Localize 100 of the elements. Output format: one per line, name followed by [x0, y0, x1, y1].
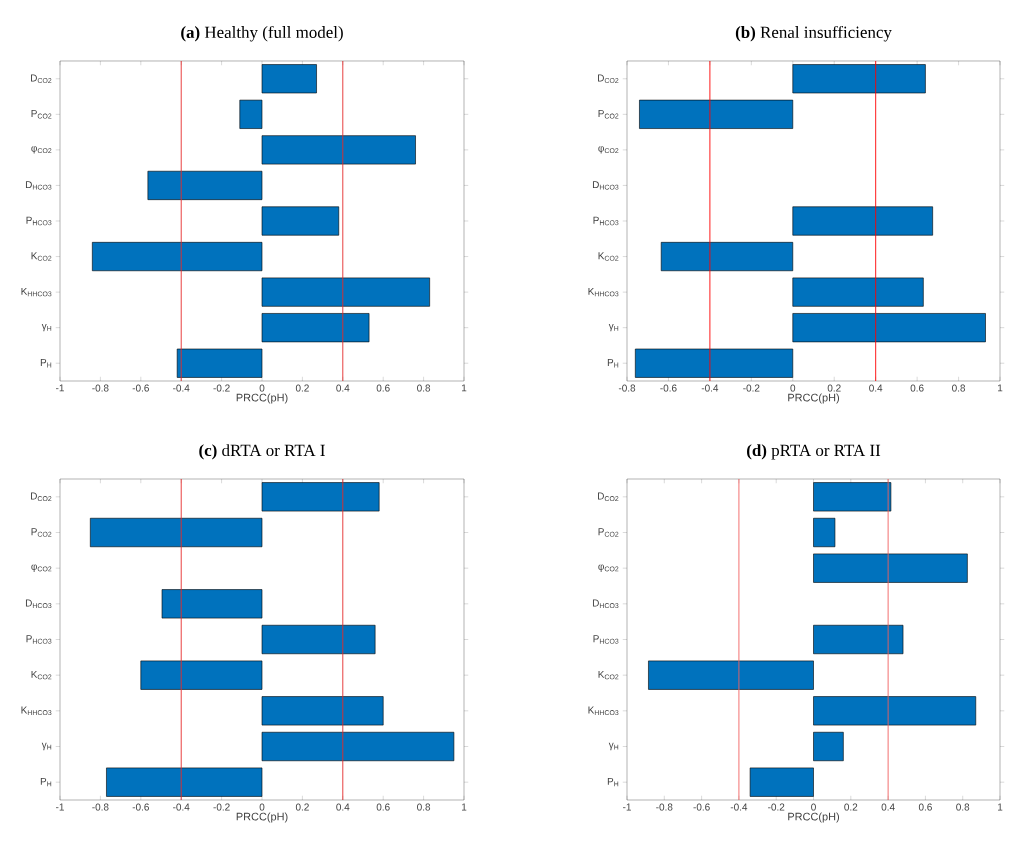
x-tick-label: -0.2	[213, 384, 230, 392]
y-tick-label: P$_{HCO3}$	[593, 216, 619, 226]
x-tick-label: -0.6	[132, 803, 149, 811]
y-tick-label: γ$_{H}$	[41, 742, 52, 751]
y-tick-label: K$_{CO2}$	[31, 670, 52, 680]
bar	[639, 99, 794, 129]
x-tick-label: -0.6	[693, 803, 710, 811]
bar	[792, 277, 924, 307]
bar	[261, 277, 430, 307]
y-tick-label: K$_{CO2}$	[598, 670, 619, 680]
bar	[648, 660, 814, 690]
bar	[813, 731, 844, 762]
x-tick-label: -0.2	[213, 803, 230, 811]
y-tick-label: P$_{CO2}$	[598, 528, 619, 537]
x-tick-label: 1	[462, 384, 467, 392]
x-tick-label: -1	[623, 803, 631, 811]
bar	[92, 242, 263, 272]
x-tick-label: -0.4	[701, 384, 719, 392]
bar	[813, 624, 904, 655]
bar	[147, 170, 263, 200]
y-tick-label: P$_{HCO3}$	[593, 635, 619, 644]
y-tick-label: D$_{CO2}$	[598, 74, 619, 83]
x-tick-label: -0.8	[92, 384, 109, 392]
x-tick-label: 0.8	[952, 384, 966, 392]
y-tick-label: P$_{HCO3}$	[26, 635, 52, 644]
y-tick-label: D$_{HCO3}$	[25, 599, 52, 609]
bar	[261, 696, 384, 726]
bar	[261, 731, 455, 762]
x-tick-label: -0.8	[618, 384, 636, 392]
y-tick-label: φ$_{CO2}$	[31, 564, 52, 572]
bar	[792, 64, 926, 94]
y-tick-label: K$_{HHCO3}$	[588, 706, 619, 716]
x-tick-label: 0.4	[869, 384, 883, 392]
x-tick-label: 0.4	[881, 803, 895, 811]
x-tick-label: 0.8	[956, 803, 970, 811]
bar	[635, 348, 794, 378]
y-tick-label: P$_{CO2}$	[31, 528, 52, 537]
x-tick-label: -0.4	[173, 803, 190, 811]
bar	[176, 348, 263, 378]
x-tick-label: 0	[259, 384, 265, 392]
y-tick-label: P$_{H}$	[607, 359, 619, 368]
x-tick-label: -0.8	[92, 803, 109, 811]
y-tick-label: D$_{CO2}$	[598, 492, 619, 502]
x-tick-label: 0.4	[336, 803, 350, 811]
bar	[261, 482, 380, 512]
x-tick-label: -0.4	[730, 803, 748, 811]
y-tick-label: D$_{HCO3}$	[25, 181, 52, 190]
y-tick-label: P$_{CO2}$	[31, 110, 52, 119]
y-tick-label: γ$_{H}$	[608, 742, 619, 751]
y-tick-label: K$_{HHCO3}$	[21, 287, 52, 297]
y-tick-label: P$_{CO2}$	[598, 110, 619, 119]
x-tick-label: -0.2	[768, 803, 785, 811]
x-tick-label: 1	[998, 384, 1003, 392]
x-tick-label: 0.4	[336, 384, 350, 392]
x-tick-label: 0.6	[376, 384, 390, 392]
y-tick-label: K$_{CO2}$	[31, 252, 52, 261]
bar	[792, 313, 986, 343]
bar	[813, 517, 836, 548]
x-tick-label: 1	[462, 803, 467, 811]
bar	[660, 242, 794, 272]
chart-title: (c) dRTA or RTA I	[199, 444, 325, 460]
y-tick-label: K$_{HHCO3}$	[21, 706, 52, 716]
x-axis-title: PRCC(pH)	[236, 393, 288, 404]
x-tick-label: 0.8	[417, 384, 431, 392]
bar	[792, 206, 933, 236]
x-tick-label: 0	[790, 384, 796, 392]
chart-title: (a) Healthy (full model)	[181, 25, 343, 42]
x-tick-label: 0	[811, 803, 816, 811]
x-tick-label: -0.8	[656, 803, 673, 811]
x-tick-label: 0.6	[376, 803, 390, 811]
y-tick-label: P$_{H}$	[40, 777, 52, 787]
bar	[261, 135, 416, 165]
bar	[813, 696, 977, 726]
y-tick-label: P$_{H}$	[607, 777, 619, 787]
bar	[261, 313, 370, 343]
bar	[239, 99, 263, 129]
y-tick-label: D$_{CO2}$	[31, 492, 52, 502]
bar	[813, 482, 892, 512]
y-tick-label: P$_{H}$	[40, 359, 52, 368]
y-tick-label: γ$_{H}$	[41, 324, 52, 332]
x-axis-title: PRCC(pH)	[788, 812, 839, 823]
x-tick-label: -1	[56, 803, 64, 811]
x-tick-label: 0.2	[844, 803, 858, 811]
chart-title: (d) pRTA or RTA II	[747, 444, 881, 460]
x-axis-title: PRCC(pH)	[788, 393, 839, 404]
x-tick-label: 0.6	[918, 803, 932, 811]
y-tick-label: φ$_{CO2}$	[31, 146, 52, 154]
bar	[161, 589, 263, 619]
bar	[261, 624, 376, 655]
x-tick-label: 1	[998, 803, 1003, 811]
y-tick-label: K$_{HHCO3}$	[588, 287, 619, 297]
y-tick-label: P$_{HCO3}$	[26, 216, 52, 226]
y-tick-label: φ$_{CO2}$	[598, 146, 619, 154]
chart-title: (b) Renal insufficiency	[735, 25, 892, 42]
x-tick-label: -1	[56, 384, 64, 392]
x-axis-title: PRCC(pH)	[236, 812, 288, 823]
bar	[261, 206, 340, 236]
y-tick-label: D$_{HCO3}$	[592, 599, 619, 609]
y-tick-label: D$_{HCO3}$	[592, 181, 619, 190]
x-tick-label: -0.6	[660, 384, 677, 392]
